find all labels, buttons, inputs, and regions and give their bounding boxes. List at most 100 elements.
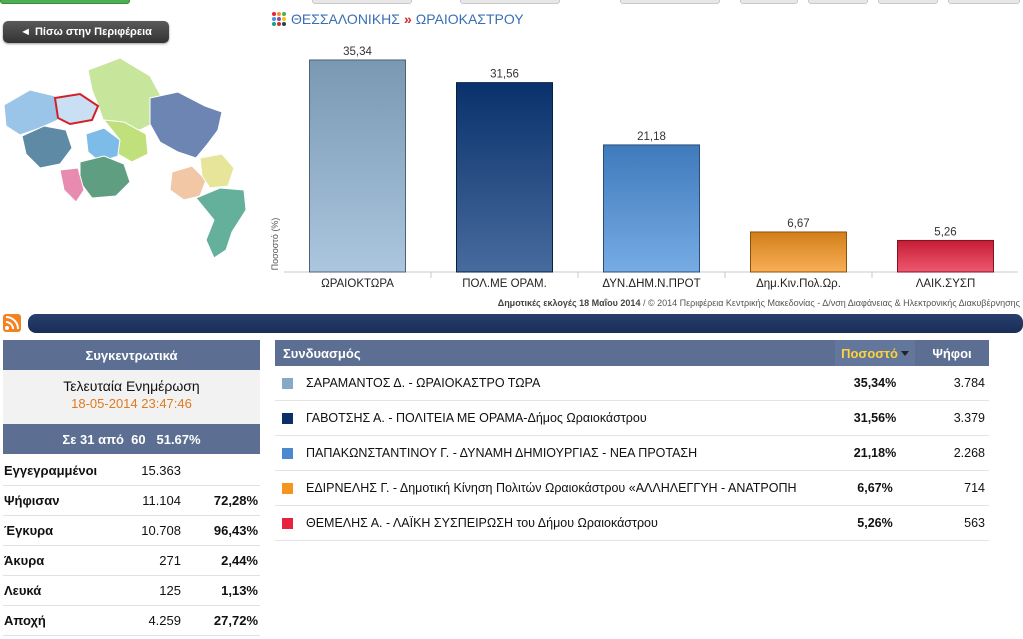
results-bar-chart: Ποσοστό (%) 35,34 ΩΡΑΙΟΚΤΩΡΑ 31,56 ΠΟΛ.ΜΕ Ο…: [270, 46, 1018, 290]
map-area[interactable]: [169, 165, 207, 201]
party-votes: 563: [964, 516, 985, 530]
map-area[interactable]: [149, 91, 223, 159]
party-votes: 714: [964, 481, 985, 495]
arrow-left-icon: ◄: [20, 26, 31, 38]
stat-row: Ψήφισαν 11.104 72,28%: [3, 486, 260, 516]
stat-label: Εγγεγραμμένοι: [4, 463, 98, 478]
breadcrumb: ΘΕΣΣΑΛΟΝΙΚΗΣ » ΩΡΑΙΟΚΑΣΤΡΟΥ: [271, 10, 524, 28]
breadcrumb-region-link[interactable]: ΘΕΣΣΑΛΟΝΙΚΗΣ: [291, 11, 400, 27]
map-area[interactable]: [21, 125, 73, 169]
party-percentage: 21,18%: [853, 446, 897, 460]
party-percentage: 35,34%: [853, 376, 897, 390]
chart-credit: Δημοτικές εκλογές 18 Μαΐου 2014 / © 2014…: [470, 298, 1020, 308]
table-row[interactable]: ΠΑΠΑΚΩΝΣΤΑΝΤΙΝΟΥ Γ. - ΔΥΝΑΜΗ ΔΗΜΙΟΥΡΓΙΑΣ…: [275, 436, 989, 471]
stat-row: Εγγεγραμμένοι 15.363: [3, 456, 260, 486]
table-row[interactable]: ΓΑΒΟΤΣΗΣ Α. - ΠΟΛΙΤΕΙΑ ΜΕ ΟΡΑΜΑ-Δήμος Ωρ…: [275, 401, 989, 436]
column-header-votes[interactable]: Ψήφοι: [932, 345, 972, 361]
map-area[interactable]: [195, 187, 247, 259]
results-table-header: Συνδυασμός Ποσοστό Ψήφοι: [275, 340, 989, 366]
map-area[interactable]: [87, 57, 163, 131]
party-percentage: 6,67%: [857, 481, 893, 495]
results-table: ΣΑΡΑΜΑΝΤΟΣ Δ. - ΩΡΑΙΟΚΑΣΤΡΟ ΤΩΡΑ 35,34% …: [275, 366, 989, 541]
stat-label: Αποχή: [4, 613, 46, 628]
credit-source: / © 2014 Περιφέρεια Κεντρικής Μακεδονίας…: [640, 298, 1020, 308]
map-area[interactable]: [102, 119, 149, 163]
chart-bar[interactable]: [603, 144, 700, 273]
party-votes: 3.379: [953, 411, 985, 425]
chart-bar[interactable]: [750, 231, 847, 273]
bar-value-label: 5,26: [934, 226, 956, 238]
party-votes: 2.268: [953, 446, 985, 460]
credit-election: Δημοτικές εκλογές 18 Μαΐου 2014: [497, 298, 641, 308]
top-tab[interactable]: [620, 0, 720, 4]
chart-bar[interactable]: [456, 82, 553, 273]
table-row[interactable]: ΕΔΙΡΝΕΛΗΣ Γ. - Δημοτική Κίνηση Πολιτών Ω…: [275, 471, 989, 506]
stat-pct: 1,13%: [221, 583, 258, 598]
party-color-swatch: [282, 412, 293, 424]
top-tab[interactable]: [948, 0, 1020, 4]
party-color-swatch: [282, 377, 293, 389]
stat-value: 15.363: [141, 463, 181, 478]
bar-value-label: 6,67: [787, 218, 809, 230]
x-tick-label: ΔΥΝ.ΔΗΜ.Ν.ΠΡΟΤ: [602, 278, 700, 290]
stat-row: Αποχή 4.259 27,72%: [3, 606, 260, 636]
x-tick-label: ΠΟΛ.ΜΕ ΟΡΑΜ.: [462, 278, 547, 290]
x-tick-label: ΩΡΑΙΟΚΤΩΡΑ: [321, 278, 394, 290]
table-row[interactable]: ΘΕΜΕΛΗΣ Α. - ΛΑΪΚΗ ΣΥΣΠΕΙΡΩΣΗ του Δήμου …: [275, 506, 989, 541]
top-tab[interactable]: [740, 0, 798, 4]
party-color-swatch: [282, 517, 293, 529]
region-map: [3, 57, 247, 259]
top-tab[interactable]: [878, 0, 938, 4]
party-name: ΠΑΠΑΚΩΝΣΤΑΝΤΙΝΟΥ Γ. - ΔΥΝΑΜΗ ΔΗΜΙΟΥΡΓΙΑΣ…: [306, 446, 698, 460]
bar-value-label: 31,56: [490, 69, 519, 81]
last-update-box: Τελευταία Ενημέρωση 18-05-2014 23:47:46: [3, 370, 260, 424]
breadcrumb-municipality: ΩΡΑΙΟΚΑΣΤΡΟΥ: [415, 11, 524, 27]
stat-label: Λευκά: [4, 583, 42, 598]
last-update-label: Τελευταία Ενημέρωση: [63, 378, 200, 394]
stat-label: Ψήφισαν: [4, 493, 60, 508]
party-percentage: 31,56%: [853, 411, 897, 425]
bar-value-label: 21,18: [637, 131, 666, 143]
stat-value: 125: [159, 583, 181, 598]
party-color-swatch: [282, 447, 293, 459]
map-area[interactable]: [59, 167, 85, 203]
top-tab[interactable]: [460, 0, 560, 4]
party-percentage: 5,26%: [857, 516, 893, 530]
news-ticker: [28, 314, 1023, 333]
chart-bar[interactable]: [309, 59, 406, 273]
map-area-oraiokastro[interactable]: [53, 92, 100, 126]
party-name: ΓΑΒΟΤΣΗΣ Α. - ΠΟΛΙΤΕΙΑ ΜΕ ΟΡΑΜΑ-Δήμος Ωρ…: [306, 411, 647, 425]
column-header-percentage-label: Ποσοστό: [841, 345, 898, 361]
party-name: ΕΔΙΡΝΕΛΗΣ Γ. - Δημοτική Κίνηση Πολιτών Ω…: [306, 481, 797, 495]
chart-y-axis-label: Ποσοστό (%): [270, 218, 280, 271]
counting-progress-text: Σε 31 από 60 51.67%: [62, 431, 201, 447]
stat-value: 11.104: [142, 493, 181, 508]
map-area[interactable]: [199, 153, 235, 189]
top-tab[interactable]: [808, 0, 868, 4]
map-area[interactable]: [85, 127, 121, 163]
breadcrumb-separator: »: [403, 11, 412, 27]
bar-value-label: 35,34: [343, 46, 372, 58]
chart-bar[interactable]: [897, 239, 994, 273]
column-header-percentage[interactable]: Ποσοστό: [835, 340, 915, 366]
stat-row: Λευκά 125 1,13%: [3, 576, 260, 606]
x-tick-label: Δημ.Κιν.Πολ.Ωρ.: [756, 278, 841, 290]
map-area[interactable]: [79, 155, 131, 199]
stat-value: 271: [159, 553, 181, 568]
stat-pct: 96,43%: [213, 523, 258, 538]
map-area[interactable]: [3, 89, 59, 136]
top-tab-green[interactable]: [0, 0, 130, 4]
top-tab[interactable]: [312, 0, 412, 4]
stat-value: 10.708: [141, 523, 181, 538]
stat-label: Έγκυρα: [4, 523, 54, 538]
rss-icon[interactable]: [3, 314, 21, 332]
counting-progress: Σε 31 από 60 51.67%: [3, 424, 260, 454]
table-row[interactable]: ΣΑΡΑΜΑΝΤΟΣ Δ. - ΩΡΑΙΟΚΑΣΤΡΟ ΤΩΡΑ 35,34% …: [275, 366, 989, 401]
back-to-region-button[interactable]: ◄ Πίσω στην Περιφέρεια: [3, 21, 169, 43]
back-button-label: Πίσω στην Περιφέρεια: [34, 26, 152, 38]
stat-pct: 27,72%: [213, 613, 258, 628]
stat-value: 4.259: [148, 613, 181, 628]
column-header-coalition[interactable]: Συνδυασμός: [283, 345, 361, 361]
stat-pct: 2,44%: [221, 553, 258, 568]
stat-row: Άκυρα 271 2,44%: [3, 546, 260, 576]
